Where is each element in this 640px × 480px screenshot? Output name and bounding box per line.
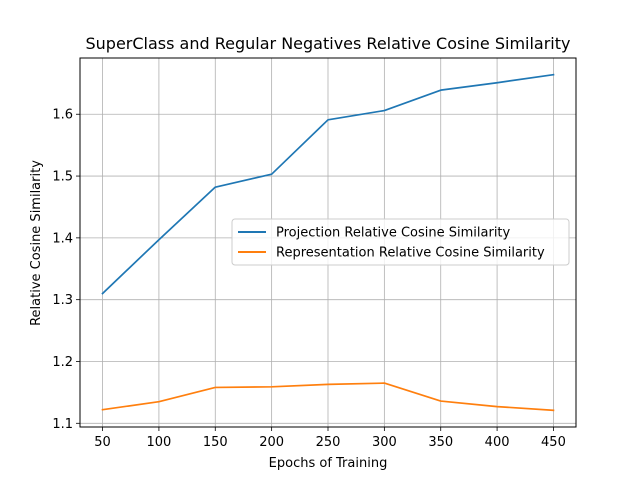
legend: Projection Relative Cosine Similarity Re…	[231, 218, 570, 266]
y-tick-label: 1.5	[52, 170, 73, 185]
x-axis-label: Epochs of Training	[269, 456, 388, 471]
x-tick-label: 300	[372, 435, 397, 450]
legend-label-projection: Projection Relative Cosine Similarity	[276, 226, 511, 241]
y-tick-label: 1.2	[52, 355, 73, 370]
y-axis-ticks: 1.1 1.2 1.3 1.4 1.5 1.6	[52, 108, 80, 432]
x-tick-label: 350	[428, 435, 453, 450]
y-tick-label: 1.4	[52, 231, 73, 246]
series-line-1	[101, 382, 555, 412]
grid	[80, 58, 576, 427]
x-tick-label: 450	[541, 435, 566, 450]
x-tick-label: 50	[94, 435, 111, 450]
x-tick-label: 200	[259, 435, 284, 450]
series-line-0	[101, 73, 555, 295]
x-tick-label: 100	[146, 435, 171, 450]
x-axis-ticks: 50 100 150 200 250 300 350 400 450	[94, 427, 566, 450]
y-tick-label: 1.6	[52, 108, 73, 123]
x-tick-label: 250	[316, 435, 341, 450]
y-tick-label: 1.1	[52, 417, 73, 432]
legend-label-representation: Representation Relative Cosine Similarit…	[276, 246, 545, 261]
series-lines	[101, 73, 555, 412]
chart-title: SuperClass and Regular Negatives Relativ…	[86, 34, 571, 53]
y-tick-label: 1.3	[52, 293, 73, 308]
legend-box	[231, 218, 570, 266]
y-axis-label: Relative Cosine Similarity	[29, 160, 44, 326]
x-tick-label: 150	[203, 435, 228, 450]
x-tick-label: 400	[485, 435, 510, 450]
